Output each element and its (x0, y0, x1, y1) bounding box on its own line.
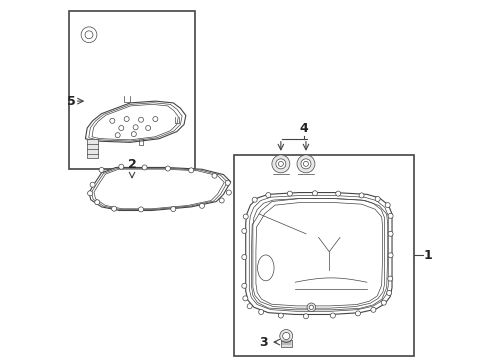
Circle shape (309, 305, 314, 310)
Circle shape (115, 133, 120, 138)
Circle shape (119, 126, 124, 131)
Text: 2: 2 (128, 158, 136, 171)
Circle shape (212, 173, 217, 178)
Circle shape (330, 313, 335, 318)
Circle shape (243, 214, 248, 219)
Circle shape (297, 155, 315, 173)
Circle shape (313, 191, 318, 196)
Text: 1: 1 (423, 249, 432, 262)
Circle shape (307, 303, 316, 312)
Circle shape (272, 155, 290, 173)
Circle shape (252, 197, 257, 202)
Circle shape (303, 161, 309, 166)
Circle shape (131, 132, 136, 136)
Circle shape (301, 159, 311, 169)
Circle shape (90, 182, 95, 187)
Circle shape (242, 228, 247, 233)
Bar (234, 155, 414, 356)
Circle shape (81, 27, 97, 42)
Text: 3: 3 (260, 336, 269, 348)
Text: 5: 5 (68, 95, 76, 108)
Circle shape (371, 307, 376, 312)
Circle shape (226, 190, 231, 195)
Circle shape (99, 167, 104, 172)
Circle shape (388, 253, 393, 258)
Text: 4: 4 (300, 122, 309, 135)
Circle shape (142, 165, 147, 170)
Circle shape (375, 197, 380, 202)
Polygon shape (85, 101, 186, 142)
Circle shape (85, 31, 93, 39)
Circle shape (189, 168, 194, 173)
Circle shape (388, 213, 393, 219)
Circle shape (359, 193, 364, 198)
Circle shape (388, 231, 393, 236)
Circle shape (242, 283, 247, 288)
Circle shape (276, 159, 286, 169)
Circle shape (280, 329, 293, 342)
Circle shape (171, 207, 176, 212)
Polygon shape (89, 167, 231, 211)
Circle shape (259, 310, 264, 315)
Circle shape (139, 207, 144, 212)
Circle shape (110, 118, 115, 123)
Circle shape (385, 203, 390, 208)
Circle shape (225, 180, 230, 185)
Circle shape (266, 193, 271, 198)
Circle shape (88, 191, 93, 196)
Circle shape (278, 313, 283, 318)
Circle shape (283, 332, 290, 339)
Circle shape (243, 296, 248, 301)
Polygon shape (245, 193, 392, 315)
Circle shape (219, 198, 224, 203)
Circle shape (242, 255, 247, 260)
Circle shape (166, 166, 171, 171)
Bar (69, 12, 195, 169)
Circle shape (119, 164, 124, 169)
Circle shape (133, 125, 138, 130)
Circle shape (355, 311, 361, 316)
Circle shape (199, 203, 204, 208)
Circle shape (124, 117, 129, 122)
Circle shape (153, 117, 158, 122)
Circle shape (112, 206, 117, 211)
Circle shape (95, 200, 100, 205)
Circle shape (146, 126, 151, 131)
Circle shape (388, 276, 393, 281)
Bar (87, 139, 98, 158)
Bar (281, 339, 292, 347)
Circle shape (387, 291, 392, 296)
Circle shape (287, 191, 293, 196)
Circle shape (303, 314, 309, 319)
Circle shape (381, 300, 386, 305)
Circle shape (247, 304, 252, 309)
Circle shape (139, 117, 144, 122)
Circle shape (278, 161, 283, 166)
Circle shape (336, 191, 341, 196)
